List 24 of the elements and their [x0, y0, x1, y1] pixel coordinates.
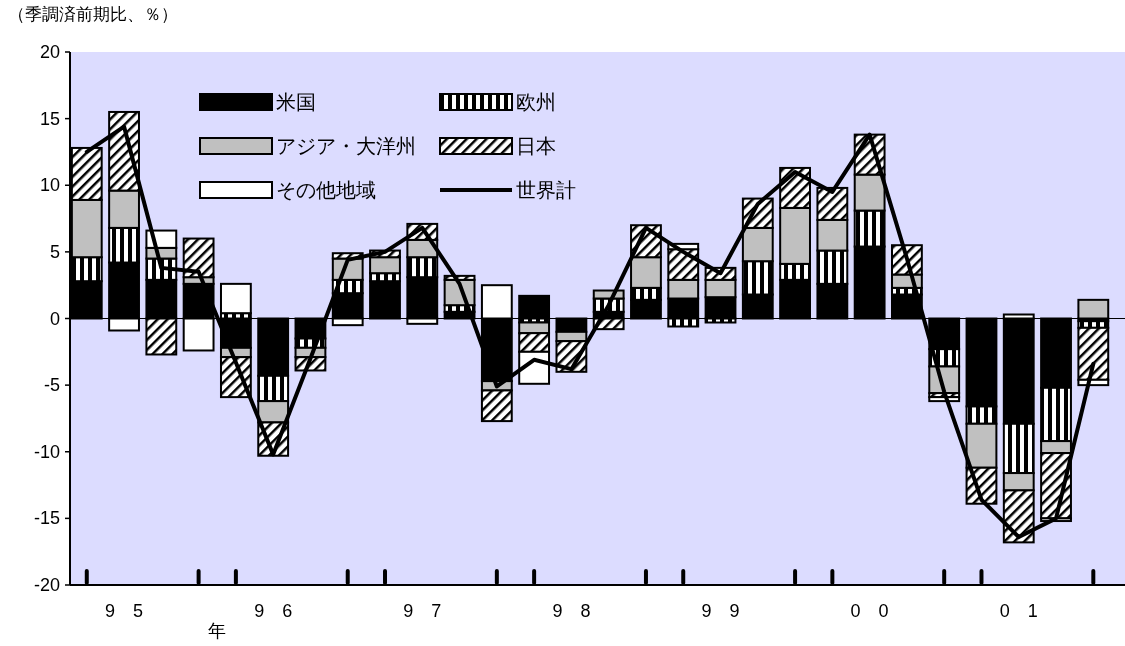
legend-label: 欧州: [516, 91, 556, 113]
legend-label: 米国: [276, 91, 316, 113]
y-tick-label: -5: [43, 375, 60, 396]
y-axis-title: （季調済前期比、％）: [8, 5, 178, 24]
legend-label: 日本: [516, 135, 556, 157]
x-tick-label: 9 5: [105, 601, 144, 621]
x-tick-label: 0 1: [999, 601, 1038, 621]
y-tick-label: 20: [39, 42, 60, 62]
x-tick-label: 9 6: [254, 601, 293, 621]
x-tick-label: 9 8: [552, 601, 591, 621]
y-tick-label: 0: [49, 308, 60, 329]
y-tick-label: 10: [39, 175, 60, 196]
y-tick-label: 15: [39, 108, 60, 129]
legend-label: アジア・大洋州: [276, 135, 416, 157]
legend-label: 世界計: [516, 179, 576, 201]
x-axis-title: 年: [208, 621, 227, 641]
legend-label: その他地域: [276, 179, 376, 201]
y-tick-label: 5: [49, 241, 60, 262]
y-tick-label: -15: [33, 508, 60, 529]
x-tick-label: 9 7: [403, 601, 442, 621]
x-tick-label: 0 0: [850, 601, 889, 621]
y-tick-label: -20: [33, 575, 60, 595]
x-tick-label: 9 9: [701, 601, 740, 621]
y-tick-label: -10: [33, 441, 60, 462]
